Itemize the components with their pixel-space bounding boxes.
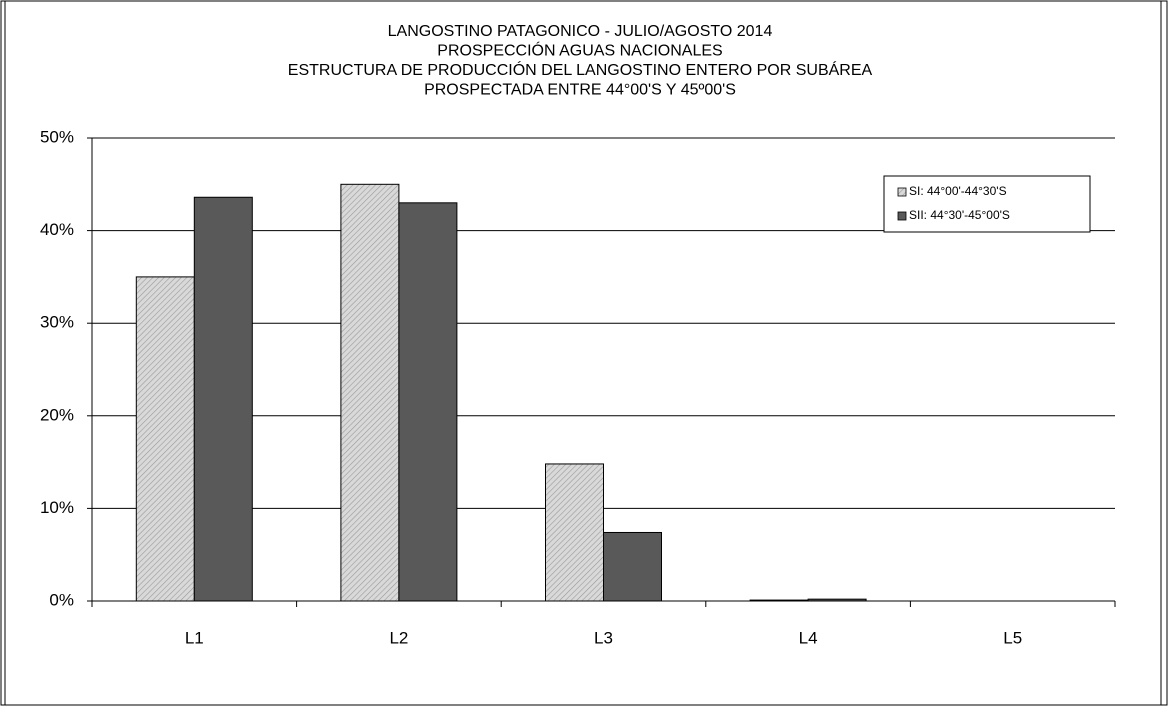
bar [603, 531, 662, 602]
legend-swatch [897, 187, 907, 197]
y-tick-label: 10% [40, 498, 74, 517]
x-tick-label: L4 [799, 628, 818, 647]
y-tick-label: 30% [40, 313, 74, 332]
y-tick-label: 40% [40, 220, 74, 239]
x-tick-label: L2 [389, 628, 408, 647]
legend-label: SII: 44°30'-45°00'S [909, 208, 1010, 222]
y-tick-label: 0% [49, 590, 74, 609]
y-tick-label: 20% [40, 405, 74, 424]
chart-title: PROSPECCIÓN AGUAS NACIONALES [437, 41, 722, 60]
bar [340, 183, 400, 602]
bar [545, 463, 604, 602]
bar [398, 202, 458, 602]
chart-title: ESTRUCTURA DE PRODUCCIÓN DEL LANGOSTINO … [288, 60, 873, 79]
bar [135, 276, 195, 602]
legend-label: SI: 44°00'-44°30'S [909, 184, 1007, 198]
y-tick-label: 50% [40, 127, 74, 146]
x-tick-label: L1 [185, 628, 204, 647]
legend-box [883, 175, 1091, 233]
chart-title: PROSPECTADA ENTRE 44°00'S Y 45º00'S [424, 82, 736, 99]
legend-swatch [897, 211, 907, 221]
x-tick-label: L3 [594, 628, 613, 647]
chart-title: LANGOSTINO PATAGONICO - JULIO/AGOSTO 201… [388, 23, 773, 40]
bar [193, 196, 253, 602]
x-tick-label: L5 [1003, 628, 1022, 647]
